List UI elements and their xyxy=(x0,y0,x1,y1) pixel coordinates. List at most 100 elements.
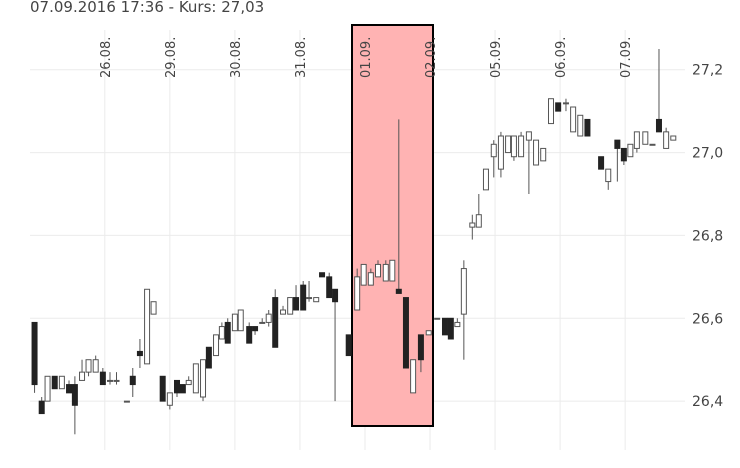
x-tick-label: 05.09. xyxy=(489,37,504,78)
candle-body xyxy=(402,297,409,369)
candle-body xyxy=(313,297,320,303)
candle-body xyxy=(44,375,51,402)
candle-body xyxy=(185,379,192,386)
candle-body xyxy=(374,263,381,278)
candle-body xyxy=(642,131,649,145)
candle-body xyxy=(533,139,540,166)
candle-body xyxy=(66,384,73,394)
candle-body xyxy=(272,297,279,348)
candle-body xyxy=(123,400,130,403)
candle-body xyxy=(237,309,244,332)
candle-body xyxy=(58,375,65,390)
x-tick-label: 02.09. xyxy=(424,37,439,78)
candle-body xyxy=(505,135,512,154)
candle-body xyxy=(71,384,78,406)
candle-body xyxy=(482,168,489,191)
candle-body xyxy=(252,326,259,332)
candle-body xyxy=(224,321,231,344)
candle-body xyxy=(627,143,634,158)
candle-body xyxy=(129,375,136,386)
x-tick-label: 26.08. xyxy=(99,37,114,78)
candle-body xyxy=(265,313,272,323)
x-tick-label: 30.08. xyxy=(229,37,244,78)
x-tick-label: 07.09. xyxy=(619,37,634,78)
candle-body xyxy=(663,131,670,149)
x-tick-label: 29.08. xyxy=(164,37,179,78)
chart-title: 07.09.2016 17:36 - Kurs: 27,03 xyxy=(30,0,264,16)
candle-body xyxy=(218,326,225,340)
candle-body xyxy=(441,317,448,336)
candle-body xyxy=(389,259,396,282)
candle-body xyxy=(136,350,143,357)
candle-body xyxy=(620,147,627,162)
candle-body xyxy=(280,309,287,315)
candle-body xyxy=(306,297,313,300)
candle-body xyxy=(192,363,199,394)
candle-body xyxy=(205,346,212,369)
candle-body xyxy=(475,214,482,228)
candle-body xyxy=(425,330,432,336)
candle-body xyxy=(633,131,640,149)
candle-body xyxy=(166,392,173,406)
candle-body xyxy=(614,139,621,149)
candle-body xyxy=(447,317,454,340)
y-tick-label: 26,8 xyxy=(692,228,723,244)
candle-body xyxy=(577,114,584,137)
y-tick-label: 27,0 xyxy=(692,146,723,162)
candle-body xyxy=(345,334,352,357)
candle-body xyxy=(649,143,656,146)
candle-body xyxy=(159,375,166,402)
candle-body xyxy=(293,297,300,311)
candle-body xyxy=(490,143,497,158)
candle-body xyxy=(300,284,307,311)
candle-body xyxy=(259,321,266,324)
candle-body xyxy=(38,400,45,415)
candle-body xyxy=(31,321,38,386)
y-tick-label: 26,6 xyxy=(692,311,723,327)
candle-body xyxy=(85,359,92,373)
candle-body xyxy=(200,359,207,398)
candle-body xyxy=(540,147,547,162)
candle-body xyxy=(469,222,476,228)
candle-body xyxy=(246,326,253,344)
x-tick-label: 06.09. xyxy=(554,37,569,78)
candle-body xyxy=(670,135,677,141)
candle-body xyxy=(319,272,326,278)
candle-body xyxy=(179,384,186,394)
candle-body xyxy=(598,156,605,170)
candle-body xyxy=(382,263,389,282)
x-tick-label: 31.08. xyxy=(294,37,309,78)
candle-body xyxy=(332,288,339,303)
candle-body xyxy=(287,297,294,315)
candle-body xyxy=(144,288,151,365)
candle-body xyxy=(497,135,504,170)
candle-body xyxy=(99,371,106,386)
candle-body xyxy=(555,102,562,112)
y-tick-label: 27,2 xyxy=(692,63,723,79)
x-tick-label: 01.09. xyxy=(359,37,374,78)
candle-body xyxy=(51,375,58,390)
candle-body xyxy=(518,135,525,158)
candle-body xyxy=(231,313,238,332)
y-tick-label: 26,4 xyxy=(692,394,723,410)
candle-body xyxy=(213,334,220,357)
candle-body xyxy=(367,272,374,286)
candle-body xyxy=(525,131,532,141)
candle-body xyxy=(113,379,120,382)
candle-body xyxy=(655,118,662,133)
candle-body xyxy=(460,268,467,315)
candle-body xyxy=(434,317,441,320)
candle-body xyxy=(79,371,86,381)
candle-body xyxy=(395,288,402,294)
candle-body xyxy=(584,118,591,137)
candle-body xyxy=(354,276,361,311)
candle-body xyxy=(174,379,181,394)
candle-body xyxy=(107,379,114,382)
candle-body xyxy=(417,334,424,361)
candle-body xyxy=(570,106,577,133)
candle-body xyxy=(326,276,333,299)
candle-body xyxy=(562,102,569,105)
candle-body xyxy=(150,301,157,315)
candle-body xyxy=(92,359,99,373)
